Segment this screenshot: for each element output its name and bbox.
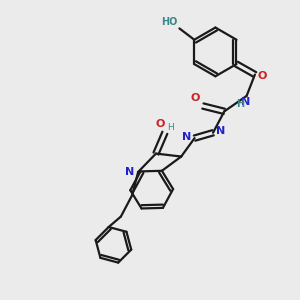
Text: N: N: [182, 132, 192, 142]
Text: H: H: [167, 123, 174, 132]
Text: N: N: [241, 97, 250, 107]
Text: O: O: [257, 71, 267, 81]
Text: N: N: [125, 167, 134, 177]
Text: HO: HO: [161, 17, 177, 27]
Text: H: H: [236, 99, 244, 109]
Text: O: O: [156, 118, 165, 129]
Text: N: N: [216, 126, 225, 136]
Text: O: O: [190, 93, 200, 103]
